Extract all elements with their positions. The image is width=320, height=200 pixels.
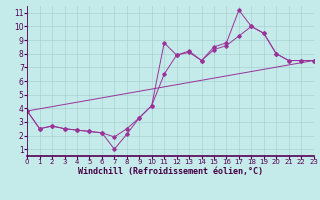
X-axis label: Windchill (Refroidissement éolien,°C): Windchill (Refroidissement éolien,°C) <box>78 167 263 176</box>
